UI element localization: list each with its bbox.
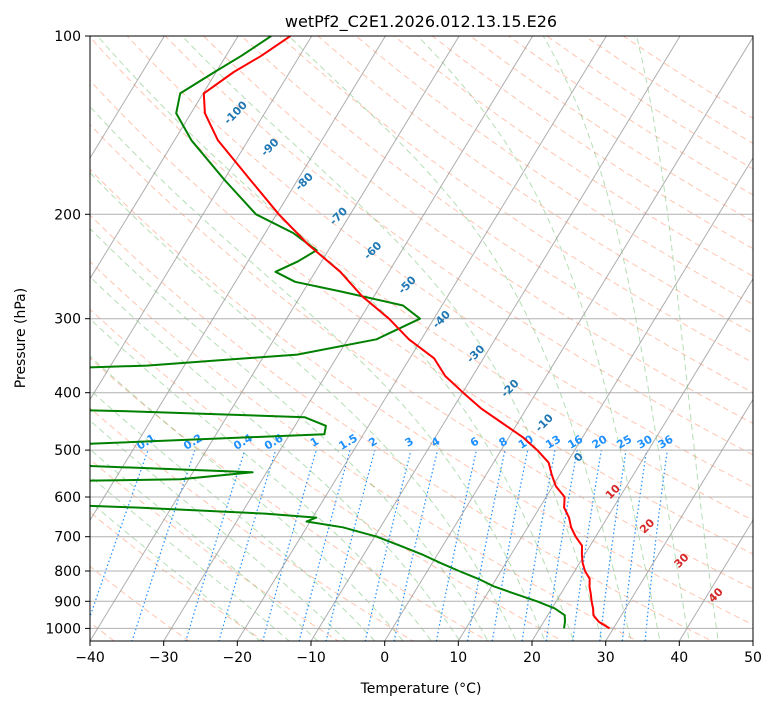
mixing-ratio-line bbox=[262, 449, 317, 641]
skewed-isotherm bbox=[90, 36, 165, 159]
y-tick-label: 600 bbox=[54, 490, 81, 506]
moist-adiabat bbox=[90, 501, 262, 641]
mixing-ratio-line bbox=[435, 449, 477, 641]
skewed-isotherm bbox=[90, 36, 386, 522]
dry-adiabat bbox=[90, 36, 753, 521]
y-tick-label: 200 bbox=[54, 207, 81, 223]
dry-adiabat bbox=[546, 36, 753, 170]
skewed-isotherm bbox=[531, 277, 753, 641]
skewed-isotherm bbox=[236, 36, 607, 641]
x-tick-label: 0 bbox=[380, 650, 389, 666]
y-tick-label: 900 bbox=[54, 594, 81, 610]
profile-series bbox=[90, 36, 611, 630]
y-tick-label: 700 bbox=[54, 530, 81, 546]
dry-adiabat bbox=[90, 357, 489, 641]
y-tick-label: 500 bbox=[54, 443, 81, 459]
mixing-ratio-line bbox=[364, 449, 412, 641]
dry-adiabat bbox=[507, 36, 753, 196]
temperature-line bbox=[202, 36, 611, 630]
moist-adiabat bbox=[90, 105, 546, 641]
moist-adiabats bbox=[90, 36, 719, 641]
x-axis-label: Temperature (°C) bbox=[360, 681, 482, 697]
moist-adiabat bbox=[90, 419, 348, 641]
moist-adiabat bbox=[90, 448, 319, 641]
skewed-isotherm bbox=[310, 36, 681, 641]
mixing-ratio-line bbox=[325, 449, 376, 641]
x-tick-label: 40 bbox=[670, 650, 688, 666]
plot-area: 0.1 0.2 0.4 0.6 1 1.5 2 3 4 6 8 10 13 16 20 25 30 36-100-… bbox=[90, 36, 753, 641]
mixing-ratio-line bbox=[185, 449, 246, 641]
skewed-isotherm bbox=[90, 36, 239, 280]
dry-adiabat bbox=[90, 214, 713, 641]
x-tick-label: −40 bbox=[75, 650, 105, 666]
x-tick-label: 10 bbox=[449, 650, 467, 666]
dry-adiabat bbox=[126, 36, 753, 488]
moist-adiabat bbox=[90, 227, 489, 641]
y-tick-label: 400 bbox=[54, 386, 81, 402]
mixing-ratio-line bbox=[393, 449, 439, 641]
y-axis-label: Pressure (hPa) bbox=[13, 288, 29, 388]
dry-adiabat bbox=[90, 308, 564, 641]
x-tick-label: 50 bbox=[744, 650, 762, 666]
dry-adiabat bbox=[90, 511, 265, 641]
x-axis-ticks: −40 −30 −20 −10 0 10 20 30 40 50 bbox=[75, 641, 762, 666]
mixing-ratio-line bbox=[466, 449, 506, 641]
dry-adiabat bbox=[90, 168, 753, 626]
skewed-isotherm bbox=[678, 519, 753, 641]
moist-adiabat bbox=[90, 318, 433, 641]
y-tick-label: 100 bbox=[54, 29, 81, 45]
moist-adiabat bbox=[417, 36, 661, 641]
dry-adiabat bbox=[202, 36, 753, 424]
skewed-isotherm bbox=[90, 36, 313, 401]
pressure-grid bbox=[90, 36, 753, 629]
x-tick-label: −30 bbox=[149, 650, 179, 666]
moist-adiabat bbox=[636, 36, 719, 641]
mixing-ratio-line bbox=[218, 449, 277, 641]
x-tick-label: −10 bbox=[296, 650, 326, 666]
x-tick-label: 30 bbox=[597, 650, 615, 666]
moist-adiabat bbox=[90, 171, 518, 641]
moist-adiabat bbox=[288, 36, 632, 641]
y-axis-ticks: 100 200 300 400 500 600 700 800 900 1000 bbox=[45, 29, 90, 637]
dewpoint-line bbox=[90, 36, 566, 629]
skewed-isotherm bbox=[457, 156, 753, 641]
dry-adiabat bbox=[164, 36, 753, 456]
dry-adiabat bbox=[90, 261, 639, 641]
moist-adiabat bbox=[90, 276, 461, 641]
y-tick-label: 300 bbox=[54, 312, 81, 328]
skewed-isotherm bbox=[605, 398, 753, 641]
mixing-ratio-line bbox=[298, 449, 351, 641]
mixing-ratio-lines bbox=[90, 449, 668, 641]
skewed-isotherm bbox=[90, 36, 460, 641]
skewed-isotherms bbox=[90, 36, 753, 641]
dry-adiabat bbox=[90, 407, 414, 641]
y-tick-label: 1000 bbox=[45, 621, 81, 637]
dry-adiabat bbox=[90, 79, 753, 555]
dry-adiabat bbox=[584, 36, 753, 144]
chart-title: wetPf2_C2E1.2026.012.13.15.E26 bbox=[285, 12, 557, 32]
skewed-isotherm bbox=[163, 36, 534, 641]
plot-frame bbox=[89, 35, 754, 642]
skewed-isotherm bbox=[384, 36, 753, 641]
moist-adiabat bbox=[97, 36, 575, 641]
x-tick-label: 20 bbox=[523, 650, 541, 666]
x-tick-label: −20 bbox=[223, 650, 253, 666]
moist-adiabat bbox=[542, 36, 690, 641]
y-tick-label: 800 bbox=[54, 564, 81, 580]
dry-adiabats bbox=[90, 36, 753, 641]
moist-adiabat bbox=[90, 475, 290, 641]
